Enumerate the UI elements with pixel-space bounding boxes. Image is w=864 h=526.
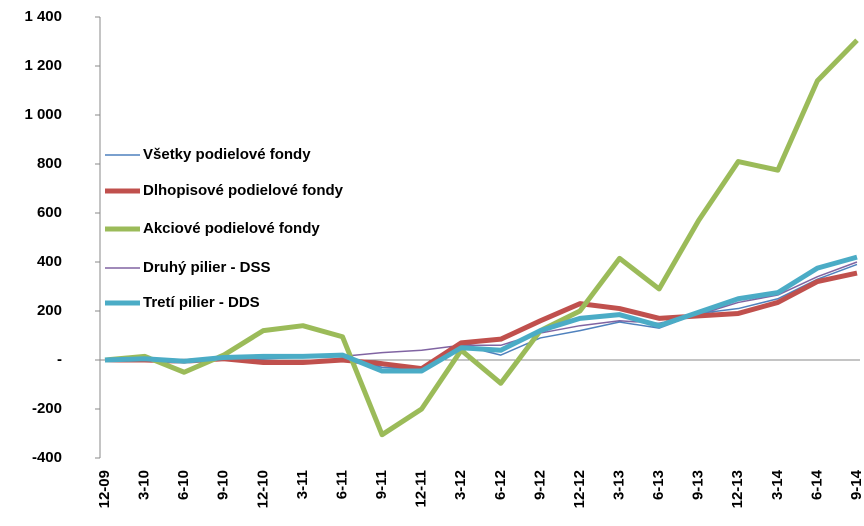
y-tick-label: 1 000 <box>24 106 62 123</box>
x-tick-label: 12-13 <box>729 470 746 508</box>
y-tick-label: - <box>57 351 62 368</box>
x-tick-label: 12-10 <box>254 470 271 508</box>
series-line <box>104 38 859 438</box>
x-tick-label: 3-14 <box>769 469 786 500</box>
legend-label: Všetky podielové fondy <box>143 146 311 163</box>
y-tick-label: 400 <box>37 253 62 270</box>
legend-label: Tretí pilier - DDS <box>143 294 260 311</box>
x-tick-label: 3-12 <box>452 470 469 500</box>
series-line <box>105 270 858 372</box>
x-tick-label: 6-10 <box>175 470 192 500</box>
x-tick-label: 6-12 <box>492 470 509 500</box>
y-tick-label: 1 400 <box>24 8 62 25</box>
series-line <box>104 254 858 374</box>
x-tick-label: 12-11 <box>413 470 430 508</box>
y-tick-label: -200 <box>32 400 62 417</box>
x-tick-label: 12-09 <box>96 470 113 508</box>
series-line <box>105 263 858 370</box>
x-tick-label: 3-13 <box>610 470 627 500</box>
legend-label: Dlhopisové podielové fondy <box>143 182 344 199</box>
y-tick-label: 200 <box>37 302 62 319</box>
x-tick-label: 3-10 <box>136 470 153 500</box>
legend-label: Druhý pilier - DSS <box>143 259 271 276</box>
x-tick-label: 3-11 <box>294 470 311 499</box>
y-tick-label: 600 <box>37 204 62 221</box>
x-tick-label: 6-11 <box>333 470 350 499</box>
x-tick-label: 6-14 <box>808 469 825 500</box>
legend-label: Akciové podielové fondy <box>143 220 320 237</box>
y-tick-label: -400 <box>32 449 62 466</box>
x-tick-label: 9-11 <box>373 470 390 499</box>
x-tick-label: 9-12 <box>531 470 548 500</box>
y-tick-label: 800 <box>37 155 62 172</box>
x-tick-label: 9-14 <box>848 469 864 500</box>
y-tick-label: 1 200 <box>24 57 62 74</box>
x-tick-label: 6-13 <box>650 470 667 500</box>
x-tick-label: 9-10 <box>215 470 232 500</box>
x-tick-label: 12-12 <box>571 470 588 508</box>
x-tick-label: 9-13 <box>690 470 707 500</box>
